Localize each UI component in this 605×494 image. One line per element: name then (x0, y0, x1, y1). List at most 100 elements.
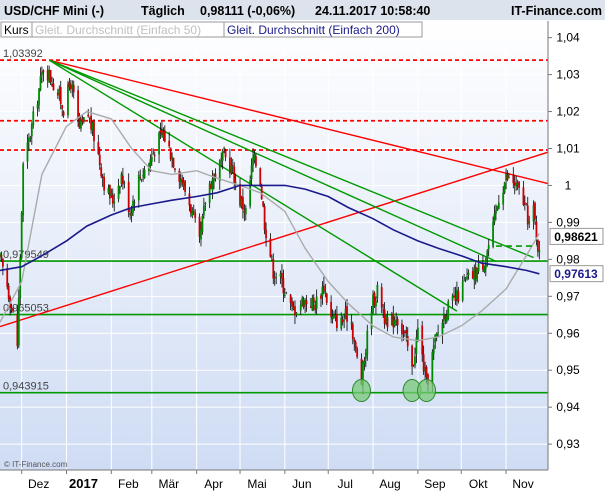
candle-body (184, 180, 186, 192)
candle-body (535, 221, 538, 239)
candle-body (182, 182, 185, 187)
candle-body (244, 207, 247, 215)
candle-body (351, 323, 354, 339)
candle-body (204, 202, 207, 205)
candle-body (364, 352, 367, 359)
candle-body (362, 362, 364, 387)
candle-body (239, 184, 241, 206)
candle-body (137, 174, 140, 201)
candle-body (201, 216, 204, 232)
candle-body (422, 354, 425, 372)
candle-body (532, 205, 535, 222)
candle-body (38, 88, 40, 105)
candle-body (496, 205, 499, 211)
candle-body (194, 212, 197, 219)
candle-body (174, 168, 176, 170)
candle-body (240, 198, 243, 207)
candle-body (26, 142, 29, 162)
candle-body (119, 186, 121, 188)
candle-body (395, 320, 398, 321)
x-tick-label: Sep (424, 477, 446, 491)
interval-label: Täglich (141, 4, 185, 18)
candle-body (80, 120, 82, 129)
candle-body (335, 313, 338, 329)
candle-body (386, 317, 389, 328)
candle-body (425, 366, 428, 378)
candle-body (98, 154, 101, 166)
candle-body (334, 315, 337, 317)
level-label: 1,03392 (3, 48, 43, 60)
candle-body (142, 175, 145, 177)
candle-body (518, 181, 520, 188)
y-tick-label: 1 (565, 178, 572, 192)
legend-sma200: Gleit. Durchschnitt (Einfach 200) (227, 23, 400, 37)
candle-body (373, 292, 376, 306)
candle-body (483, 266, 486, 272)
candle-body (416, 327, 419, 340)
candle-body (67, 84, 69, 116)
candle-body (0, 254, 3, 258)
candle-body (513, 182, 516, 186)
candle-body (91, 122, 94, 131)
price-marker-label: 0,98621 (554, 230, 598, 244)
candle-body (143, 169, 146, 178)
candle-body (502, 192, 505, 205)
candle-body (250, 165, 253, 180)
candle-body (463, 280, 466, 282)
candle-body (68, 82, 71, 88)
candle-body (396, 319, 399, 326)
candle-body (493, 213, 496, 223)
candle-body (424, 369, 426, 372)
candle-body (343, 319, 346, 321)
candle-body (249, 180, 252, 207)
candle-body (263, 206, 266, 230)
candle-body (17, 297, 20, 346)
candle-body (77, 90, 79, 119)
candle-body (506, 175, 509, 180)
y-tick-label: 0,96 (556, 326, 580, 340)
y-tick-label: 1,01 (556, 141, 580, 155)
y-tick-label: 1,04 (556, 31, 580, 45)
candle-body (331, 316, 334, 320)
candle-body (120, 173, 123, 185)
candle-body (150, 156, 153, 162)
candle-body (451, 295, 454, 301)
candle-body (279, 273, 282, 277)
candle-body (169, 147, 172, 160)
candle-body (444, 315, 447, 320)
candle-body (129, 213, 132, 215)
candle-body (299, 304, 302, 311)
x-tick-label: Jul (338, 477, 353, 491)
candle-body (48, 69, 51, 83)
price-markers: 0,98621 0,97613 (549, 227, 604, 283)
candle-body (401, 323, 403, 335)
candle-body (231, 164, 234, 166)
candle-body (289, 294, 292, 303)
candle-body (390, 315, 393, 326)
candle-body (140, 178, 143, 180)
candle-body (412, 364, 415, 366)
candle-body (46, 69, 49, 81)
candle-body (486, 250, 489, 259)
candle-body (482, 263, 484, 270)
low-highlight-circle (351, 379, 371, 403)
candle-body (309, 306, 312, 308)
candle-body (108, 185, 111, 199)
candle-body (224, 150, 227, 158)
candle-body (260, 186, 263, 200)
candle-body (467, 272, 470, 276)
candle-body (189, 204, 192, 214)
candle-body (330, 301, 333, 317)
candle-body (111, 194, 114, 204)
x-tick-label: Mär (158, 477, 179, 491)
candle-body (82, 117, 85, 121)
candle-body (39, 76, 42, 91)
legend-sma50: Gleit. Durchschnitt (Einfach 50) (35, 23, 201, 37)
candle-body (161, 130, 163, 136)
candle-body (28, 137, 30, 142)
candle-body (314, 304, 317, 311)
candle-body (52, 83, 55, 91)
candle-body (117, 185, 120, 200)
candle-body (477, 263, 480, 272)
x-tick-label: Okt (469, 477, 488, 491)
